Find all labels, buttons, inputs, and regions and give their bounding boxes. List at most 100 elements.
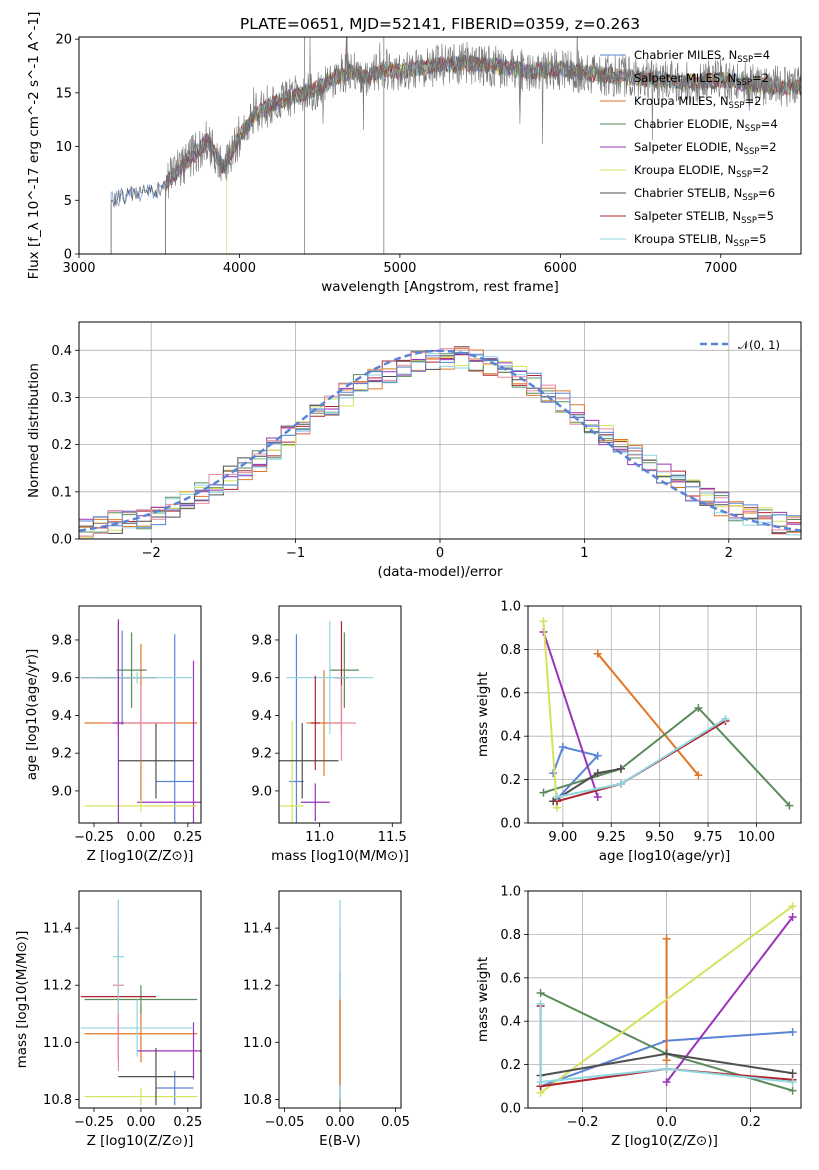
y-tick-label: 11.4 bbox=[43, 922, 72, 937]
panel-mass-vs-Z: −0.25 0.00 0.25 10.8 11.0 11.2 11.4 Z [log10(Z/… bbox=[14, 890, 202, 1149]
weight-point-marker bbox=[539, 617, 548, 626]
weight-series-line bbox=[539, 1003, 793, 1084]
plot-area-mass-vs-Z bbox=[80, 899, 201, 1106]
weight-point-marker bbox=[593, 769, 602, 778]
y-tick-label: 0.8 bbox=[500, 928, 521, 943]
y-tick-label: 0 bbox=[64, 248, 72, 263]
y-tick-label: 0.2 bbox=[500, 1058, 521, 1073]
x-axis-label: E(B-V) bbox=[319, 1133, 361, 1149]
y-tick-label: 20 bbox=[55, 33, 72, 48]
weight-point-marker bbox=[694, 703, 703, 712]
legend-label: Salpeter MILES, NSSP=2 bbox=[634, 71, 769, 88]
x-tick-label: 11.5 bbox=[378, 830, 407, 845]
weight-point-marker bbox=[549, 769, 558, 778]
weight-point-marker bbox=[616, 764, 625, 773]
x-tick-label: 3000 bbox=[62, 261, 95, 276]
weight-point-marker bbox=[553, 792, 562, 801]
panel-mass-vs-EBV: −0.05 0.00 0.05 10.8 11.0 11.2 11.4 E(B-V) bbox=[243, 890, 410, 1149]
x-axis-label: (data-model)/error bbox=[377, 564, 503, 580]
weight-point-marker bbox=[593, 649, 602, 658]
y-axis-label: Flux [f_λ 10^-17 erg cm^-2 s^-1 A^-1] bbox=[26, 12, 42, 280]
y-tick-label: 9.4 bbox=[251, 709, 272, 724]
axes-frame bbox=[527, 605, 802, 824]
panel-mass-weight-vs-age: 9.00 9.25 9.50 9.75 10.00 0.0 0.2 0.4 0.6 0.8 1.0 a… bbox=[475, 600, 802, 864]
panel-residual-histogram: −2 −1 0 1 2 0.0 0.1 0.2 0.3 0.4 (data-model)/error… bbox=[26, 321, 802, 580]
y-tick-label: 9.6 bbox=[51, 671, 72, 686]
x-tick-label: 5000 bbox=[383, 261, 416, 276]
y-tick-label: 0.1 bbox=[51, 485, 72, 500]
y-tick-label: 0.0 bbox=[500, 1102, 521, 1117]
x-axis-label: Z [log10(Z/Z⊙)] bbox=[87, 1133, 194, 1149]
y-tick-label: 0.4 bbox=[500, 730, 521, 745]
x-axis-label: Z [log10(Z/Z⊙)] bbox=[611, 1133, 718, 1149]
x-axis-label: age [log10(age/yr)] bbox=[599, 848, 731, 864]
x-tick-label: 0.05 bbox=[381, 1115, 410, 1130]
x-tick-label: 10.00 bbox=[738, 830, 775, 845]
weight-series-line bbox=[542, 621, 558, 808]
x-tick-label: 0.2 bbox=[740, 1115, 761, 1130]
x-tick-label: 4000 bbox=[223, 261, 256, 276]
legend-label: 𝒩(0, 1) bbox=[738, 338, 780, 352]
y-tick-label: 0.0 bbox=[500, 817, 521, 832]
normal-reference-curve bbox=[79, 349, 801, 532]
y-tick-label: 0.4 bbox=[51, 344, 72, 359]
plot-area-mass-weight-vs-Z bbox=[536, 902, 797, 1097]
weight-point-marker bbox=[662, 1077, 671, 1086]
y-tick-label: 0.4 bbox=[500, 1015, 521, 1030]
legend-label: Chabrier ELODIE, NSSP=4 bbox=[634, 117, 778, 134]
x-tick-label: −0.2 bbox=[567, 1115, 599, 1130]
weight-point-marker bbox=[558, 743, 567, 752]
figure-title: PLATE=0651, MJD=52141, FIBERID=0359, z=0… bbox=[240, 15, 640, 33]
y-tick-label: 1.0 bbox=[500, 600, 521, 615]
x-tick-label: 7000 bbox=[704, 261, 737, 276]
weight-point-marker bbox=[539, 788, 548, 797]
y-tick-label: 9.2 bbox=[251, 747, 272, 762]
x-tick-label: 1 bbox=[580, 546, 588, 561]
x-tick-label: −0.25 bbox=[74, 1115, 114, 1130]
y-tick-label: 9.6 bbox=[251, 671, 272, 686]
x-tick-label: −1 bbox=[286, 546, 305, 561]
y-tick-label: 5 bbox=[64, 194, 72, 209]
x-tick-label: 0.00 bbox=[126, 830, 155, 845]
axes-frame bbox=[527, 890, 802, 1109]
x-tick-label: −2 bbox=[142, 546, 161, 561]
x-tick-label: 9.50 bbox=[645, 830, 674, 845]
axes-frame bbox=[278, 890, 402, 1109]
x-tick-label: 0.25 bbox=[173, 830, 202, 845]
y-axis-label: mass [log10(M/M⊙)] bbox=[14, 931, 30, 1069]
axes-frame bbox=[78, 36, 802, 255]
weight-point-marker bbox=[662, 1049, 671, 1058]
y-axis-label: Normed distribution bbox=[26, 363, 42, 498]
y-tick-label: 9.0 bbox=[51, 784, 72, 799]
histogram-series bbox=[79, 352, 801, 539]
weight-point-marker bbox=[788, 1086, 797, 1095]
legend-label: Kroupa STELIB, NSSP=5 bbox=[634, 232, 766, 249]
weight-point-marker bbox=[593, 792, 602, 801]
weight-series-line bbox=[665, 916, 794, 1083]
x-tick-label: −0.05 bbox=[265, 1115, 305, 1130]
x-tick-label: 2 bbox=[725, 546, 733, 561]
y-tick-label: 0.0 bbox=[51, 533, 72, 548]
weight-point-marker bbox=[536, 988, 545, 997]
x-tick-label: 0.00 bbox=[326, 1115, 355, 1130]
y-tick-label: 9.8 bbox=[251, 633, 272, 648]
axes-frame bbox=[78, 890, 202, 1109]
y-axis-label: mass weight bbox=[475, 672, 491, 757]
y-tick-label: 11.0 bbox=[243, 1036, 272, 1051]
weight-series-line bbox=[552, 745, 600, 800]
weight-point-marker bbox=[788, 1028, 797, 1037]
plot-area-residual-histogram bbox=[79, 346, 801, 539]
panel-spectrum: 3000 4000 5000 6000 7000 0 5 10 15 20 wavelength [… bbox=[26, 12, 802, 295]
y-tick-label: 0.3 bbox=[51, 391, 72, 406]
y-tick-label: 9.0 bbox=[251, 784, 272, 799]
x-tick-label: 0.00 bbox=[126, 1115, 155, 1130]
weight-point-marker bbox=[788, 913, 797, 922]
x-tick-label: 0 bbox=[436, 546, 444, 561]
y-tick-label: 0.2 bbox=[51, 438, 72, 453]
x-tick-label: 0.25 bbox=[173, 1115, 202, 1130]
axes-frame bbox=[278, 605, 402, 824]
y-tick-label: 9.8 bbox=[51, 633, 72, 648]
weight-series-line bbox=[542, 631, 599, 798]
